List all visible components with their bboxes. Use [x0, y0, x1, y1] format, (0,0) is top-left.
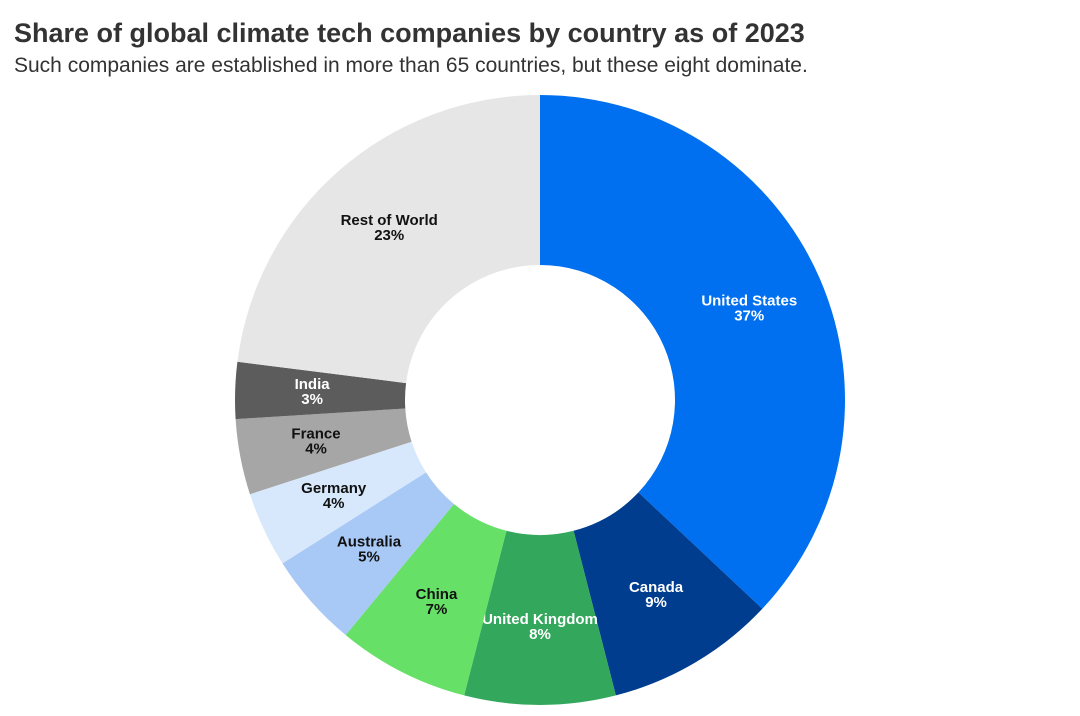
slice	[573, 492, 763, 696]
value-label: 23%	[374, 227, 404, 244]
slice	[249, 441, 427, 564]
value-label: 4%	[305, 441, 327, 458]
slice	[282, 472, 454, 636]
slice-label: Australia	[337, 534, 402, 551]
slice-label: Canada	[629, 579, 684, 596]
slice-label: China	[416, 586, 458, 603]
slice-label: Germany	[301, 480, 367, 497]
slice-label: United States	[701, 292, 797, 309]
slice	[345, 504, 507, 696]
value-label: 37%	[734, 307, 764, 324]
slice-label: India	[295, 376, 331, 393]
slice-label: Rest of World	[341, 212, 438, 229]
slice	[540, 95, 845, 609]
value-label: 9%	[645, 594, 667, 611]
value-label: 5%	[358, 549, 380, 566]
slice	[235, 408, 412, 495]
slice	[464, 530, 616, 706]
value-label: 8%	[529, 626, 551, 643]
slice-label: United Kingdom	[482, 611, 598, 628]
slice	[237, 95, 540, 384]
value-label: 4%	[323, 495, 345, 512]
chart-subtitle: Such companies are established in more t…	[14, 54, 808, 77]
slice	[235, 361, 407, 420]
chart-title: Share of global climate tech companies b…	[14, 18, 805, 48]
value-label: 7%	[426, 601, 448, 618]
slice-label: France	[291, 426, 340, 443]
value-label: 3%	[301, 391, 323, 408]
